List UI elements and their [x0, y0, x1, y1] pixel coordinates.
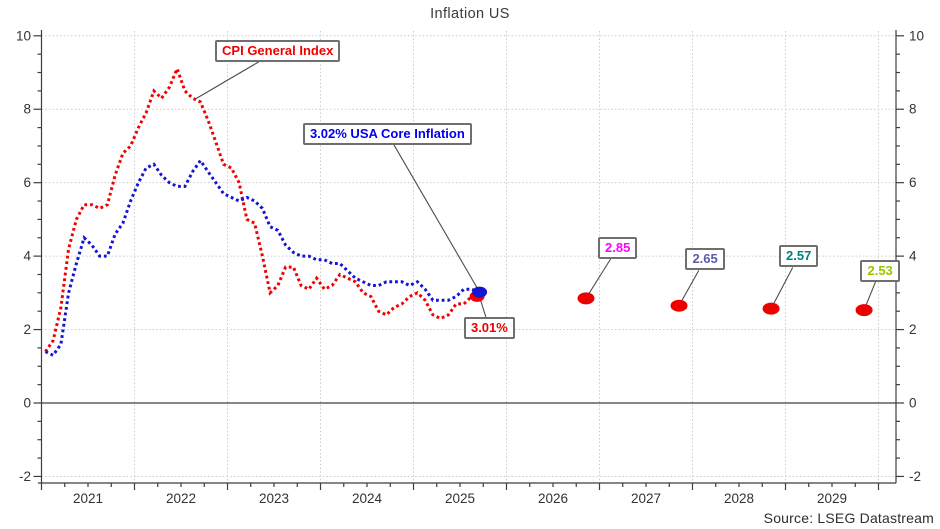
end-dot-core: [472, 286, 488, 298]
annotation-leader-line: [678, 270, 700, 306]
axes: 10 10 8 8 6 6 4 4 2 2 0 0 -2 -2 2021 2022 2023 2024 2025 20…: [16, 28, 924, 506]
annotation-leader-line: [770, 267, 794, 309]
annotation-leader-line: [585, 258, 612, 299]
y-axis-tick-label-left: 4: [23, 249, 31, 264]
x-axis-year-label: 2022: [166, 491, 196, 506]
x-axis-year-label: 2024: [352, 491, 383, 506]
forecast-dot: [762, 302, 780, 315]
y-axis-tick-label-right: 4: [909, 249, 917, 264]
forecast-dot: [577, 292, 595, 305]
gridlines: [41, 31, 896, 482]
forecast-dot: [855, 304, 873, 317]
series-line-core: [44, 157, 480, 358]
x-axis-year-label: 2025: [445, 491, 475, 506]
forecast-dot: [670, 299, 688, 312]
y-axis-tick-label-right: 0: [909, 396, 917, 411]
annotation-leader-line: [393, 144, 481, 293]
x-axis-year-label: 2026: [538, 491, 568, 506]
annotation-leader-line: [195, 61, 259, 100]
y-axis-tick-label-left: 0: [23, 396, 31, 411]
source-credit: Source: LSEG Datastream: [763, 510, 934, 526]
series-line-cpi: [44, 64, 481, 353]
x-axis-year-label: 2023: [259, 491, 289, 506]
y-axis-tick-label-right: 10: [909, 28, 924, 43]
y-axis-tick-label-right: 8: [909, 102, 917, 117]
y-axis-tick-label-left: -2: [19, 469, 31, 484]
x-axis-year-label: 2029: [817, 491, 847, 506]
y-axis-tick-label-right: 6: [909, 175, 917, 190]
y-axis-tick-label-left: 10: [16, 28, 31, 43]
chart-title: Inflation US: [430, 6, 510, 22]
y-axis-tick-label-right: -2: [909, 469, 921, 484]
y-axis-tick-label-right: 2: [909, 322, 917, 337]
data-point-markers: [469, 286, 873, 317]
x-axis-year-label: 2021: [73, 491, 103, 506]
x-axis-year-label: 2027: [631, 491, 661, 506]
x-axis-year-label: 2028: [724, 491, 754, 506]
y-axis-tick-label-left: 8: [23, 102, 31, 117]
y-axis-tick-label-left: 6: [23, 175, 31, 190]
y-axis-tick-label-left: 2: [23, 322, 31, 337]
